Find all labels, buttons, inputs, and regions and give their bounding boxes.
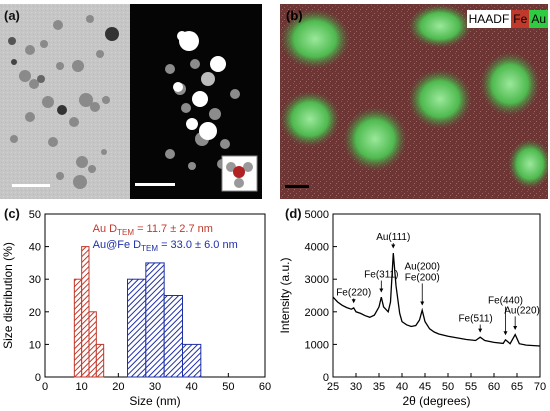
peak-arrowhead: [351, 299, 356, 304]
tem-brightfield-image: [0, 4, 130, 199]
x-tick-label: 35: [373, 381, 385, 393]
peak-arrowhead: [391, 244, 396, 249]
x-tick-label: 60: [259, 381, 271, 393]
x-tick-label: 50: [442, 381, 454, 393]
panel-c-label: (c): [4, 206, 20, 221]
x-tick-label: 40: [396, 381, 408, 393]
histogram-bar: [127, 278, 147, 378]
y-tick-label: 0: [323, 372, 329, 384]
peak-label: Au(111): [376, 232, 410, 243]
legend-fe: Fe: [511, 10, 530, 28]
xrd-pattern-line: [332, 253, 541, 347]
x-tick-label: 0: [42, 381, 48, 393]
scale-bar: [12, 184, 50, 187]
size-distribution-chart: 0 10 20 30 40 50 60 0 10 20 30 40 50 Size (nm) Size di…: [1, 209, 271, 408]
y-tick-label: 30: [29, 274, 41, 286]
plot-frame: [332, 213, 541, 378]
fe-au-map-image: [280, 4, 548, 199]
y-tick-label: 5000: [305, 209, 329, 221]
x-axis-label: 2θ (degrees): [402, 394, 470, 408]
peak-label: Au(200): [404, 261, 440, 272]
y-tick-label: 2000: [305, 307, 329, 319]
scale-bar: [135, 183, 175, 186]
peak-label: Fe(511): [458, 314, 492, 325]
peak-arrowhead: [379, 288, 384, 293]
peak-label: Au(220): [504, 305, 540, 316]
peak-label: Fe(200): [405, 272, 440, 283]
x-tick-label: 30: [149, 381, 161, 393]
y-tick-label: 4000: [305, 242, 329, 254]
peak-label: Fe(220): [336, 288, 371, 299]
peak-arrowhead: [513, 326, 518, 331]
peak-arrowhead: [503, 331, 508, 336]
y-tick-label: 0: [35, 372, 41, 384]
x-tick-label: 55: [465, 381, 477, 393]
peak-label: Fe(311): [364, 270, 398, 281]
xrd-chart: 25 30 35 40 45 50 55 60 65 70 0 1000 2000 3000 4000 500…: [278, 209, 546, 408]
x-axis-label: Size (nm): [129, 394, 180, 408]
panel-a-tem-image: (a): [0, 4, 130, 199]
x-tick-label: 30: [350, 381, 362, 393]
y-tick-label: 50: [29, 209, 41, 221]
x-tick-label: 10: [76, 381, 88, 393]
x-tick-label: 40: [186, 381, 198, 393]
panel-d-xrd: (d) 25 30 35 40 45 50 55 60 65 70 0 1000 2000 3000 400…: [275, 202, 550, 411]
peak-label: Fe(440): [488, 296, 523, 307]
scale-bar: [285, 185, 309, 188]
y-tick-label: 40: [29, 242, 41, 254]
panel-b-label: (b): [286, 8, 303, 23]
histogram-bar: [163, 295, 184, 378]
x-tick-label: 20: [112, 381, 124, 393]
panel-d-label: (d): [285, 206, 302, 221]
map-legend: HAADF Fe Au: [466, 10, 548, 28]
legend-haadf: HAADF: [468, 12, 510, 26]
legend-entry: Au DTEM = 11.7 ± 2.7 nm: [93, 223, 213, 237]
y-axis-label: Size distribution (%): [1, 242, 15, 349]
y-tick-label: 3000: [305, 274, 329, 286]
x-tick-label: 45: [419, 381, 431, 393]
x-tick-label: 50: [222, 381, 234, 393]
histogram-bar: [95, 343, 105, 378]
y-tick-label: 10: [29, 339, 41, 351]
x-tick-label: 60: [488, 381, 500, 393]
peak-arrowhead: [420, 301, 425, 306]
haadf-image: [130, 4, 262, 199]
histogram-bar: [182, 343, 202, 378]
histogram-bar: [81, 246, 90, 378]
x-tick-label: 65: [511, 381, 523, 393]
y-axis-label: Intensity (a.u.): [278, 257, 292, 333]
y-tick-label: 1000: [305, 339, 329, 351]
panel-a-label: (a): [4, 8, 20, 23]
legend-entry: Au@Fe DTEM = 33.0 ± 6.0 nm: [93, 239, 238, 253]
y-tick-label: 20: [29, 307, 41, 319]
histogram-bar: [145, 262, 165, 378]
x-tick-label: 25: [327, 381, 339, 393]
panel-b-elemental-map: (b) HAADF Fe Au: [280, 4, 548, 199]
histogram-bar: [73, 278, 83, 378]
peak-arrowhead: [478, 328, 483, 333]
x-tick-label: 70: [534, 381, 546, 393]
panel-a-haadf-image: [130, 4, 262, 199]
histogram-bar: [88, 311, 97, 378]
legend-au: Au: [529, 10, 548, 28]
panel-c-size-distribution: (c) 0 10 20 30 40 50 60 0 10 20 30 40 50 Size (nm) Siz…: [0, 202, 275, 411]
